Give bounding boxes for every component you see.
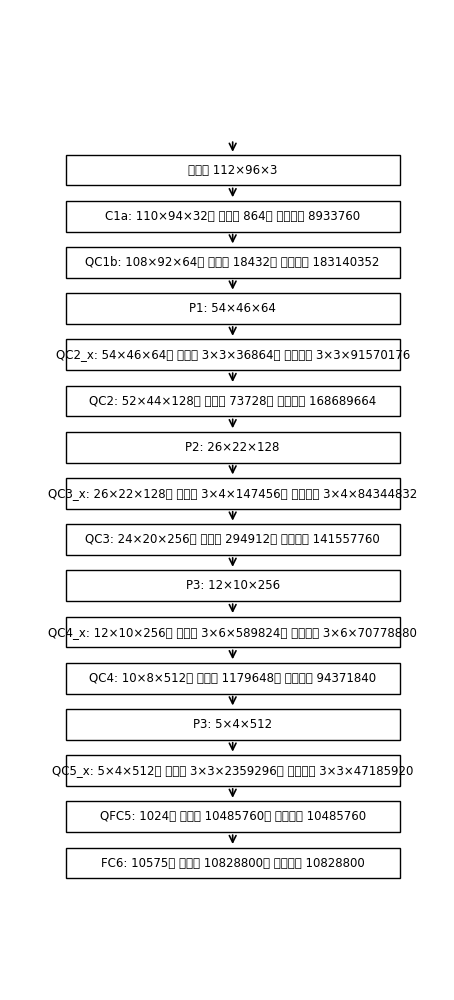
Bar (65, 478, 400, 509)
Text: P2: 26×22×128: P2: 26×22×128 (186, 441, 280, 454)
Text: FC6: 10575； 参数： 10828800； 计算量： 10828800: FC6: 10575； 参数： 10828800； 计算量： 10828800 (101, 857, 365, 870)
Bar (65, 339, 400, 370)
Bar (65, 524, 400, 555)
Text: P3: 12×10×256: P3: 12×10×256 (186, 579, 280, 592)
Bar (65, 848, 400, 878)
Text: QC3_x: 26×22×128； 参数： 3×4×147456； 计算量： 3×4×84344832: QC3_x: 26×22×128； 参数： 3×4×147456； 计算量： 3… (48, 487, 417, 500)
Bar (65, 801, 400, 832)
Bar (65, 155, 400, 185)
Text: QC3: 24×20×256； 参数： 294912； 计算量： 141557760: QC3: 24×20×256； 参数： 294912； 计算量： 1415577… (85, 533, 380, 546)
Text: C1a: 110×94×32； 参数： 864； 计算量： 8933760: C1a: 110×94×32； 参数： 864； 计算量： 8933760 (105, 210, 360, 223)
Text: P1: 54×46×64: P1: 54×46×64 (189, 302, 276, 315)
Text: QC5_x: 5×4×512； 参数： 3×3×2359296； 计算量： 3×3×47185920: QC5_x: 5×4×512； 参数： 3×3×2359296； 计算量： 3×… (52, 764, 413, 777)
Bar (65, 663, 400, 694)
Text: QC2: 52×44×128； 参数： 73728； 计算量： 168689664: QC2: 52×44×128； 参数： 73728； 计算量： 16868966… (89, 395, 376, 408)
Bar (65, 247, 400, 278)
Bar (65, 755, 400, 786)
Text: QC4: 10×8×512； 参数： 1179648； 计算量： 94371840: QC4: 10×8×512； 参数： 1179648； 计算量： 9437184… (89, 672, 376, 685)
Text: QC4_x: 12×10×256； 参数： 3×6×589824； 计算量： 3×6×70778880: QC4_x: 12×10×256； 参数： 3×6×589824； 计算量： 3… (48, 626, 417, 639)
Bar (65, 293, 400, 324)
Bar (65, 617, 400, 647)
Text: 输入： 112×96×3: 输入： 112×96×3 (188, 164, 277, 177)
Text: QFC5: 1024； 参数： 10485760； 计算量： 10485760: QFC5: 1024； 参数： 10485760； 计算量： 10485760 (99, 810, 366, 823)
Text: P3: 5×4×512: P3: 5×4×512 (193, 718, 272, 731)
Bar (65, 386, 400, 416)
Text: QC2_x: 54×46×64； 参数： 3×3×36864； 计算量： 3×3×91570176: QC2_x: 54×46×64； 参数： 3×3×36864； 计算量： 3×3… (55, 348, 410, 361)
Bar (65, 709, 400, 740)
Bar (65, 570, 400, 601)
Bar (65, 201, 400, 232)
Text: QC1b: 108×92×64； 参数： 18432； 计算量： 183140352: QC1b: 108×92×64； 参数： 18432； 计算量： 1831403… (85, 256, 380, 269)
Bar (65, 432, 400, 463)
